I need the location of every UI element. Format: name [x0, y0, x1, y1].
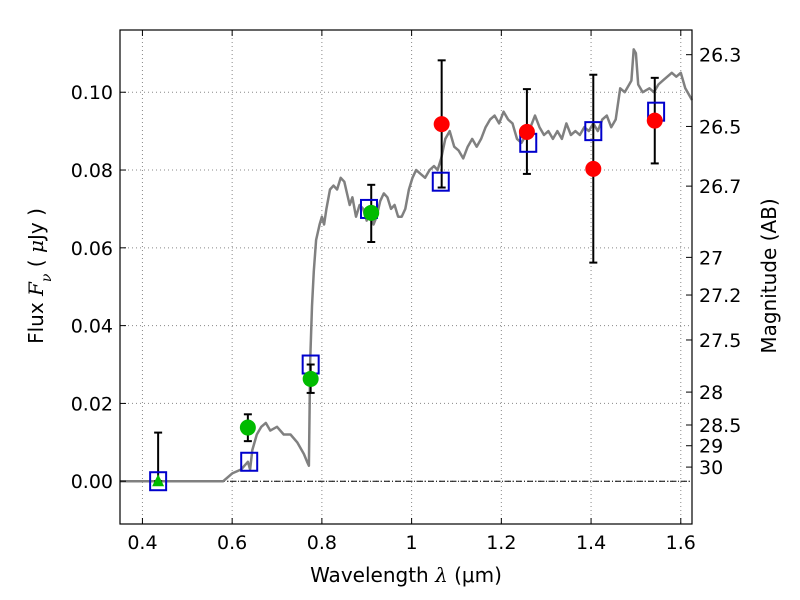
y2-tick-label: 26.5 — [699, 116, 741, 138]
y-tick-label: 0.06 — [71, 238, 113, 260]
model-square-marker — [240, 451, 259, 472]
axis-ticks: 0.4 0.6 0.8 1 1.2 1.4 1.6 0.00 0.02 0.04 0.06 0.08 0… — [71, 30, 741, 554]
model-square-marker — [149, 471, 168, 492]
x-tick-label: 1.4 — [576, 532, 606, 554]
green-data-point — [302, 370, 319, 387]
y2-tick-label: 29 — [699, 436, 723, 458]
y2-tick-label: 28 — [699, 382, 723, 404]
green-data-point — [239, 419, 256, 436]
y2-axis-label: Magnitude (AB) — [757, 198, 781, 353]
red-data-point — [518, 123, 535, 140]
x-tick-label: 0.4 — [127, 532, 157, 554]
y-tick-label: 0.04 — [71, 316, 113, 338]
upper-limit-triangle — [152, 474, 165, 487]
error-bars — [154, 59, 659, 483]
y-tick-label: 0.02 — [71, 393, 113, 415]
plot-frame — [119, 29, 693, 525]
model-squares — [149, 101, 666, 492]
y2-tick-label: 27.5 — [699, 330, 741, 352]
y2-tick-label: 26.7 — [699, 176, 741, 198]
grid — [120, 30, 692, 524]
model-square-marker — [584, 121, 603, 142]
x-tick-label: 1.6 — [666, 532, 696, 554]
model-spectrum — [120, 48, 694, 483]
y-tick-label: 0.10 — [71, 82, 113, 104]
x-tick-label: 0.6 — [217, 532, 247, 554]
x-tick-label: 1.2 — [486, 532, 516, 554]
y2-tick-label: 26.3 — [699, 45, 741, 67]
red-data-point — [646, 112, 663, 129]
observed-points — [152, 112, 663, 487]
model-square-marker — [431, 171, 450, 192]
x-tick-label: 0.8 — [307, 532, 337, 554]
x-tick-label: 1 — [406, 532, 418, 554]
model-spectrum-line — [120, 48, 694, 483]
x-axis-label: Wavelength λ (μm) — [310, 563, 502, 587]
red-data-point — [433, 116, 450, 133]
y2-tick-label: 27.2 — [699, 285, 741, 307]
y-tick-label: 0.00 — [71, 471, 113, 493]
y2-tick-label: 28.5 — [699, 415, 741, 437]
green-data-point — [363, 204, 380, 221]
y-tick-label: 0.08 — [71, 160, 113, 182]
y2-tick-label: 27 — [699, 247, 723, 269]
red-data-point — [585, 160, 602, 177]
y2-tick-label: 30 — [699, 457, 723, 479]
y-axis-label: Flux Fν ( μJy ) — [24, 208, 55, 344]
